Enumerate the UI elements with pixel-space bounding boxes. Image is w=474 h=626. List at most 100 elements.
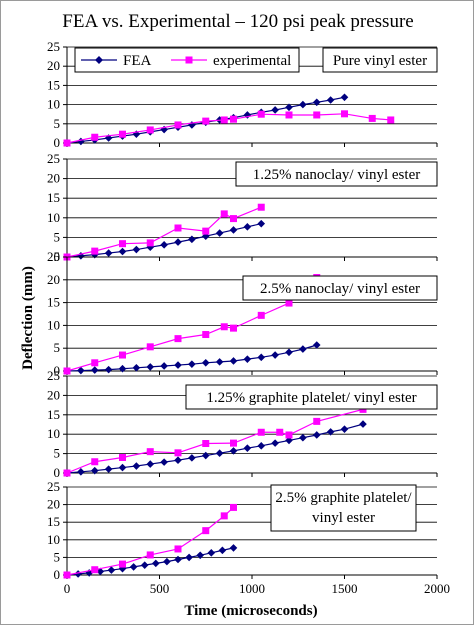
data-point <box>174 449 182 457</box>
y-tick-label: 0 <box>54 135 61 150</box>
data-point <box>132 245 141 254</box>
series-experimental <box>63 274 321 375</box>
data-point <box>215 358 224 366</box>
data-point <box>77 468 85 476</box>
data-point <box>118 463 127 472</box>
data-point <box>146 551 154 559</box>
y-tick-label: 15 <box>47 77 60 92</box>
panel-label-box <box>185 384 438 410</box>
series-fea <box>63 420 367 477</box>
panel-label-box <box>235 161 438 187</box>
chart-title: FEA vs. Experimental – 120 psi peak pres… <box>62 11 413 32</box>
data-point <box>77 366 85 375</box>
data-point <box>243 223 252 231</box>
data-point <box>340 93 349 102</box>
data-point <box>299 100 307 109</box>
data-point <box>174 361 182 369</box>
panel-2: 0 5 10 15 20 25 1.25% nanoclay/ vinyl ester <box>47 151 438 264</box>
data-point <box>146 126 154 134</box>
y-tick-label: 10 <box>47 97 60 112</box>
data-point <box>119 351 126 359</box>
legend: FEA experimental <box>74 47 300 73</box>
data-point <box>174 335 182 343</box>
data-point <box>230 215 237 223</box>
panel-5: 0 5 10 15 20 25 2.5% graphite platelet/vinyl e… <box>47 479 438 582</box>
data-point <box>201 451 210 460</box>
y-tick-label: 25 <box>47 39 60 54</box>
legend-marker <box>95 56 103 64</box>
legend-label: experimental <box>213 53 291 69</box>
panel-label-box <box>322 47 438 73</box>
data-point <box>104 465 113 473</box>
data-point <box>196 551 204 560</box>
data-point <box>229 544 238 552</box>
data-point <box>229 226 238 234</box>
data-point <box>146 448 154 456</box>
data-point <box>185 553 193 562</box>
data-point <box>188 360 196 368</box>
data-point <box>230 324 237 332</box>
data-point <box>257 110 265 118</box>
y-tick-label: 0 <box>54 465 61 480</box>
data-point <box>220 210 228 218</box>
data-point <box>119 240 126 248</box>
data-point <box>104 249 113 257</box>
y-tick-label: 5 <box>54 446 61 461</box>
series-fea <box>63 219 266 261</box>
data-point <box>118 247 127 256</box>
panel-label: 2.5% graphite platelet/ <box>275 490 412 506</box>
data-point <box>257 219 266 228</box>
data-point <box>299 345 307 353</box>
data-point <box>202 527 210 535</box>
data-point <box>174 224 182 232</box>
data-point <box>243 355 252 363</box>
data-point <box>271 351 279 359</box>
x-tick-label: 1500 <box>332 581 358 596</box>
data-point <box>229 447 238 455</box>
y-tick-label: 0 <box>54 567 61 582</box>
data-point <box>63 469 71 477</box>
legend-entry-fea: FEA <box>81 53 152 69</box>
panels-layer: 0 5 10 15 20 25 Pure vinyl ester 0 5 10 15 20 25 1.25… <box>47 39 438 582</box>
y-tick-label: 20 <box>47 171 60 186</box>
y-tick-label: 5 <box>54 549 61 564</box>
data-point <box>387 116 395 124</box>
data-point <box>91 566 99 574</box>
x-tick-label: 1000 <box>239 581 265 596</box>
panel-label-box <box>242 275 438 301</box>
data-point <box>313 417 321 425</box>
data-point <box>257 442 266 450</box>
data-point <box>312 98 321 107</box>
panel-label: vinyl ester <box>312 510 375 526</box>
data-point <box>146 363 155 371</box>
data-point <box>90 466 99 475</box>
y-tick-label: 25 <box>47 151 60 166</box>
legend-marker <box>185 56 193 64</box>
data-point <box>230 115 237 123</box>
y-tick-label: 0 <box>54 249 61 264</box>
data-point <box>326 428 335 436</box>
data-point <box>257 311 265 319</box>
y-tick-label: 0 <box>54 363 61 378</box>
y-tick-label: 10 <box>47 317 60 332</box>
y-tick-label: 15 <box>47 295 60 310</box>
data-point <box>201 358 210 367</box>
data-point <box>230 439 237 447</box>
data-point <box>359 420 367 428</box>
y-tick-label: 10 <box>47 532 60 547</box>
data-point <box>299 433 307 442</box>
data-point <box>243 444 252 452</box>
panel-label: Pure vinyl ester <box>333 53 427 69</box>
data-point <box>326 96 335 104</box>
data-point <box>215 229 224 237</box>
data-point <box>271 106 279 114</box>
series-fea <box>63 544 238 579</box>
data-point <box>63 367 71 375</box>
y-tick-label: 5 <box>54 340 61 355</box>
data-point <box>188 235 196 244</box>
x-tick-label: 2000 <box>424 581 450 596</box>
data-point <box>230 503 237 511</box>
data-point <box>160 458 168 466</box>
panel-label: 2.5% nanoclay/ vinyl ester <box>260 281 420 297</box>
data-point <box>257 203 265 211</box>
